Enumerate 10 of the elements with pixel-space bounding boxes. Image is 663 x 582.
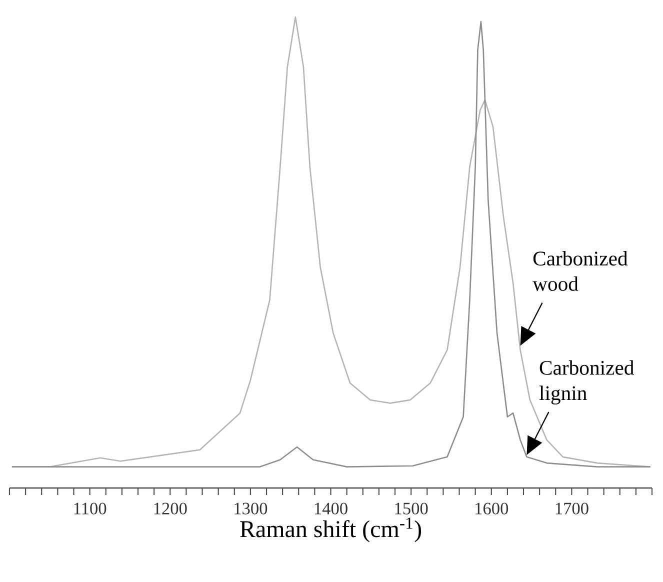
x-tick-label: 1300 [234,502,268,514]
x-tick-label: 1100 [74,502,106,514]
x-tick-label: 1500 [395,502,428,514]
x-axis-title: Raman shift (cm$^{-1}$) [240,518,422,542]
x-tick-label: 1200 [154,502,187,514]
x-tick-label: 1700 [556,502,588,514]
x-tick-label: 1600 [476,502,508,514]
annotation: Carbonized lignin [539,360,634,404]
annotation: Carbonized wood [532,251,628,291]
x-tick-label: 1400 [314,502,348,514]
